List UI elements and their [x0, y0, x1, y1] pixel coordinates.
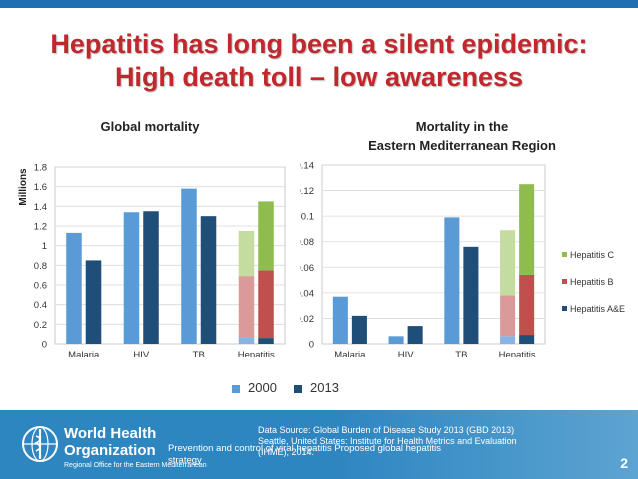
chart2-ytick-label: 0 — [309, 340, 314, 351]
emr-mortality-chart: Mortality in the Eastern Mediterranean R… — [300, 119, 625, 357]
legend-2013-label: 2013 — [310, 380, 339, 395]
footer-bar: World Health Organization Regional Offic… — [0, 410, 638, 479]
chart2-bar-hepatitis-2000-segment — [500, 295, 516, 337]
chart1-category-label: TB — [193, 350, 205, 357]
chart1-ytick-label: 0 — [42, 340, 47, 351]
chart1-bar-hepatitis-2000-segment — [238, 276, 255, 338]
chart1-bar-2000 — [66, 232, 82, 344]
chart1-ytick-label: 1.2 — [34, 222, 47, 233]
chart1-ytick-label: 1.4 — [34, 202, 47, 213]
chart1-ytick-label: 1.6 — [34, 182, 47, 193]
chart2-ytick-label: 0.14 — [300, 161, 314, 172]
who-name-line-1: World Health — [64, 425, 157, 442]
chart2-category-label: HIV — [398, 350, 415, 357]
chart1-bar-hepatitis-2000-segment — [238, 337, 255, 344]
legend-2000-swatch — [232, 385, 240, 393]
chart1-category-label: Malaria — [68, 350, 100, 357]
chart2-ytick-label: 0.12 — [300, 186, 314, 197]
chart2-category-label: Malaria — [334, 350, 366, 357]
chart1-category-label: HIV — [133, 350, 150, 357]
chart2-bar-2013 — [351, 315, 367, 344]
top-bar — [0, 0, 638, 8]
chart1-bar-hepatitis-2013-segment — [258, 338, 274, 344]
chart2-bar-hepatitis-2013-segment — [519, 335, 535, 344]
who-name: World Health Organization — [64, 425, 156, 459]
chart2-category-label: TB — [455, 350, 467, 357]
chart1-ytick-label: 0.8 — [34, 261, 47, 272]
chart1-ytick-label: 0.6 — [34, 281, 47, 292]
chart2-legend-swatch — [562, 252, 567, 257]
legend-2013-swatch — [294, 385, 302, 393]
chart1-ytick-label: 1 — [42, 241, 47, 252]
global-mortality-chart: Global mortality Millions 0 0.2 0.4 0.6 0.8 1… — [18, 119, 286, 357]
slide-title: Hepatitis has long been a silent epidemi… — [0, 28, 638, 94]
chart2-bar-hepatitis-2013-segment — [519, 184, 535, 275]
chart2-ytick-label: 0.06 — [300, 263, 314, 274]
chart2-ytick-label: 0.02 — [300, 314, 314, 325]
title-line-1: Hepatitis has long been a silent epidemi… — [50, 29, 588, 59]
chart1-bar-2000 — [123, 212, 140, 344]
chart2-legend-label: Hepatitis C — [570, 250, 615, 260]
chart2-ytick-label: 0.04 — [300, 288, 314, 299]
chart1-ytick-label: 1.8 — [34, 163, 47, 174]
chart2-bar-2013 — [463, 246, 479, 344]
chart2-category-label: Hepatitis — [499, 350, 536, 357]
chart1-bar-hepatitis-2013-segment — [258, 201, 274, 271]
chart1-bar-2013 — [85, 260, 102, 344]
chart2-title-line-2: Eastern Mediterranean Region — [368, 138, 556, 153]
chart2-legend-label: Hepatitis A&E — [570, 304, 625, 314]
chart2-bar-2000 — [332, 296, 348, 344]
chart1-bar-2013 — [200, 216, 217, 344]
who-name-line-2: Organization — [64, 442, 156, 459]
chart1-ytick-label: 0.4 — [34, 300, 47, 311]
chart2-bar-hepatitis-2000-segment — [500, 230, 516, 296]
chart2-bar-2013 — [407, 326, 423, 344]
chart1-bar-2000 — [181, 188, 197, 344]
chart2-ytick-label: 0.08 — [300, 237, 314, 248]
chart2-legend-swatch — [562, 279, 567, 284]
chart1-category-label: Hepatitis — [238, 350, 275, 357]
chart1-bar-2013 — [143, 211, 159, 344]
footer-caption: Prevention and control of viral hepatiti… — [168, 443, 442, 466]
chart1-bar-hepatitis-2000-segment — [238, 230, 255, 277]
chart2-legend-label: Hepatitis B — [570, 277, 614, 287]
footer-gradient — [338, 410, 638, 479]
page-number: 2 — [620, 455, 628, 471]
chart2-title-line-1: Mortality in the — [416, 119, 508, 134]
chart2-bar-2000 — [388, 336, 404, 344]
legend: 2000 2013 — [232, 380, 532, 400]
source-line-1: Data Source: Global Burden of Disease St… — [258, 425, 515, 435]
who-emblem-icon — [22, 426, 58, 462]
chart2-legend-swatch — [562, 306, 567, 311]
chart2-bar-hepatitis-2013-segment — [519, 274, 535, 336]
chart1-ylabel: Millions — [18, 168, 29, 206]
legend-2000-label: 2000 — [248, 380, 277, 395]
source-line-3: (IHME), 2014. — [258, 447, 315, 457]
chart2-bar-2000 — [444, 217, 460, 344]
source-line-2: Seattle, United States: Institute for He… — [258, 436, 517, 446]
chart1-bar-hepatitis-2013-segment — [258, 270, 274, 339]
chart2-ytick-label: 0.1 — [301, 212, 314, 223]
chart1-title: Global mortality — [101, 119, 201, 134]
title-line-2: High death toll – low awareness — [114, 62, 524, 92]
chart1-ytick-label: 0.2 — [34, 320, 47, 331]
chart2-bar-hepatitis-2000-segment — [500, 336, 516, 344]
who-region: Regional Office for the Eastern Mediterr… — [64, 462, 207, 469]
